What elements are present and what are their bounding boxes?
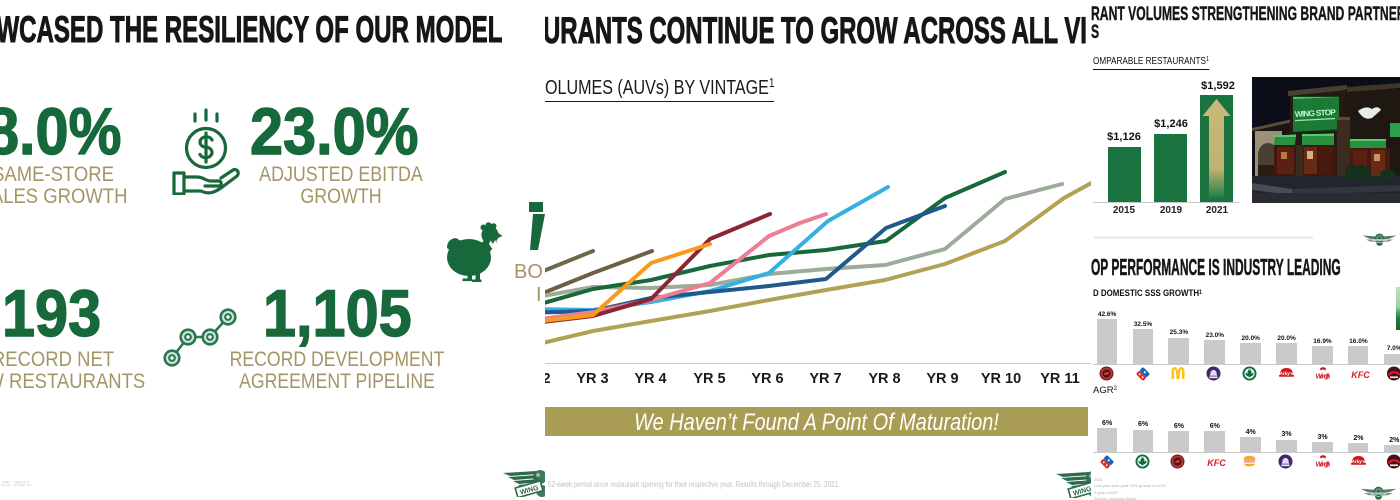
svg-text:BURGER: BURGER — [1244, 459, 1255, 463]
svg-text:Arby's: Arby's — [1279, 371, 1294, 376]
svg-text:KFC: KFC — [1351, 369, 1370, 378]
svg-text:Arby's: Arby's — [1350, 459, 1365, 464]
svg-text:KFC: KFC — [1208, 457, 1227, 466]
svg-text:Wendy's: Wendy's — [1316, 461, 1331, 467]
svg-text:Wendy's: Wendy's — [1316, 373, 1331, 379]
svg-text:WING STOP: WING STOP — [1295, 108, 1337, 119]
